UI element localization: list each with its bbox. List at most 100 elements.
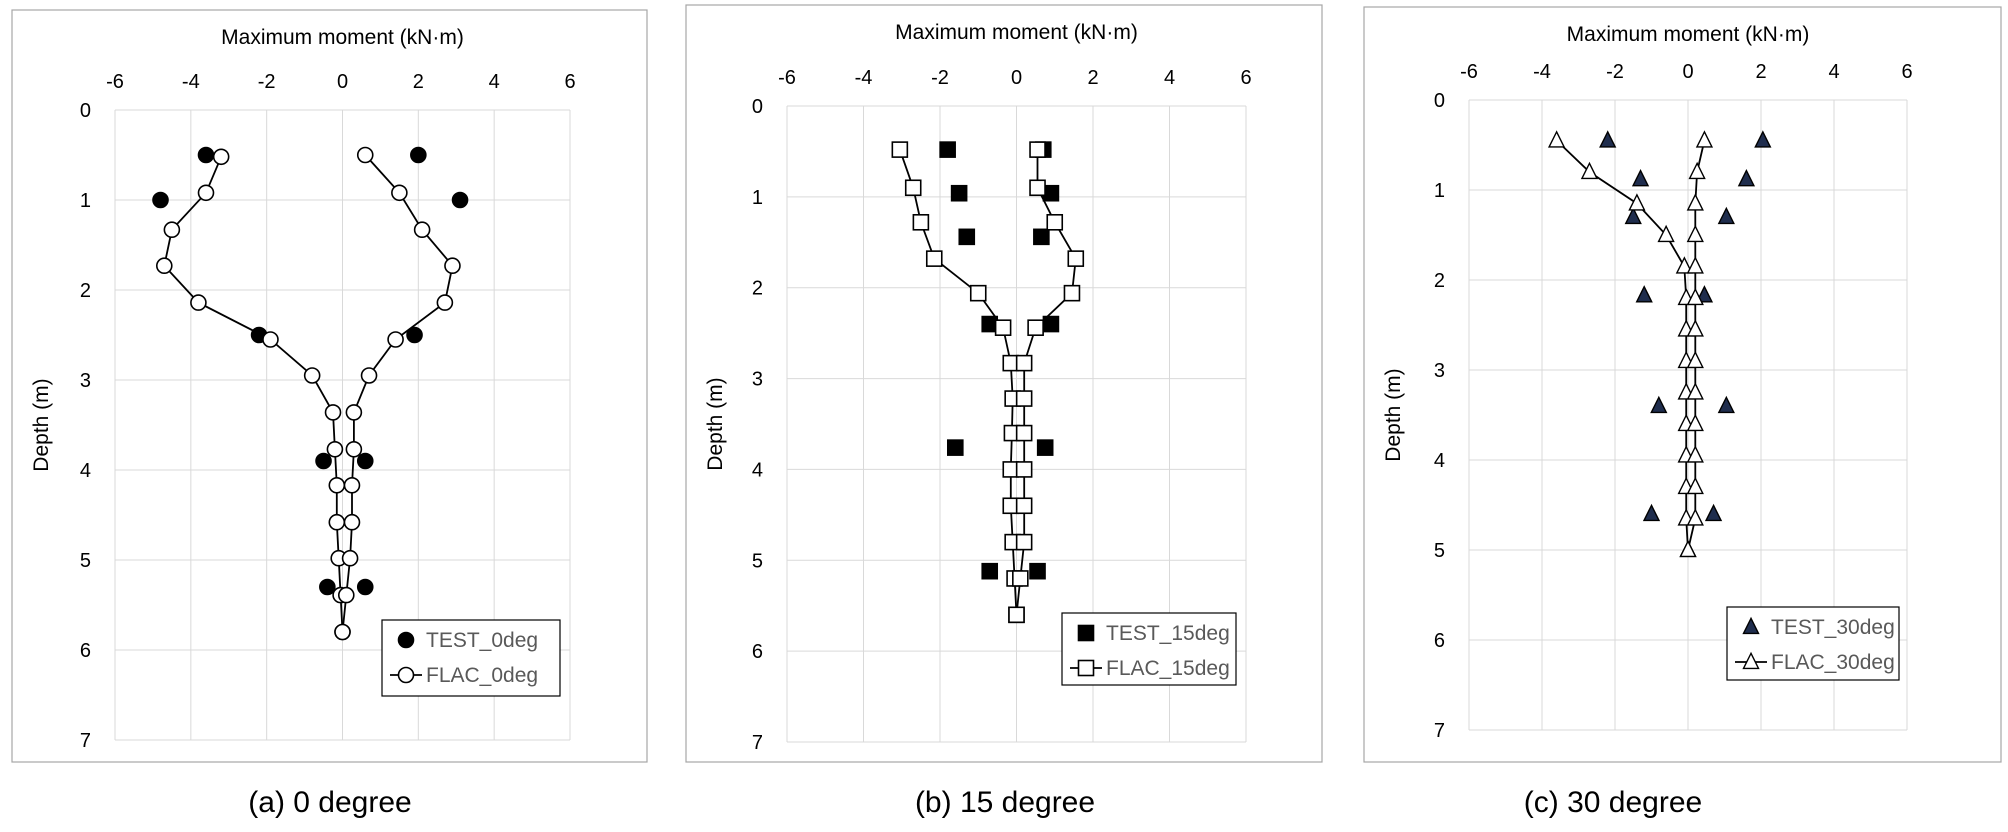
y-tick-label: 3 bbox=[752, 369, 763, 391]
legend-marker bbox=[1742, 616, 1760, 635]
data-point bbox=[1547, 130, 1566, 148]
data-point bbox=[444, 257, 461, 275]
x-tick-label: 4 bbox=[1164, 67, 1175, 89]
data-point bbox=[1695, 130, 1714, 148]
data-point bbox=[303, 367, 321, 384]
x-tick-label: -6 bbox=[778, 67, 796, 89]
data-point bbox=[946, 439, 964, 456]
y-tick-label: 5 bbox=[1434, 540, 1445, 562]
data-point bbox=[1686, 256, 1704, 274]
data-point bbox=[1015, 390, 1033, 407]
data-point bbox=[891, 141, 909, 158]
data-point bbox=[1688, 161, 1706, 180]
data-point bbox=[939, 141, 956, 158]
y-tick-label: 0 bbox=[752, 96, 763, 118]
data-point bbox=[1046, 213, 1064, 231]
data-point bbox=[436, 294, 454, 311]
data-point bbox=[1628, 193, 1646, 211]
x-axis-title: Maximum moment (kN·m) bbox=[895, 21, 1138, 44]
data-point bbox=[1686, 382, 1704, 400]
x-tick-label: 0 bbox=[1011, 67, 1022, 89]
data-point bbox=[1015, 424, 1033, 442]
data-point bbox=[1686, 476, 1704, 495]
x-tick-label: -2 bbox=[1606, 61, 1624, 83]
data-point bbox=[1686, 413, 1704, 432]
y-tick-label: 6 bbox=[752, 641, 763, 663]
data-point bbox=[328, 476, 346, 494]
x-tick-label: 2 bbox=[1087, 67, 1098, 89]
legend-marker bbox=[1742, 651, 1760, 670]
y-tick-label: 6 bbox=[80, 640, 91, 662]
data-point bbox=[950, 184, 968, 202]
legend-marker bbox=[1077, 659, 1095, 677]
data-point bbox=[356, 452, 374, 470]
gridlines bbox=[786, 105, 1247, 743]
legend-marker bbox=[397, 666, 415, 684]
data-point bbox=[1599, 130, 1617, 148]
data-point bbox=[212, 148, 230, 166]
data-point bbox=[356, 578, 374, 596]
data-point bbox=[341, 549, 359, 567]
y-tick-label: 1 bbox=[1434, 180, 1445, 202]
y-axis-title: Depth (m) bbox=[1382, 368, 1405, 461]
legend-box bbox=[381, 619, 561, 697]
data-point bbox=[324, 404, 342, 421]
y-tick-label: 6 bbox=[1434, 630, 1445, 652]
y-tick-label: 5 bbox=[752, 550, 763, 572]
data-point bbox=[163, 221, 181, 238]
y-axis-title: Depth (m) bbox=[30, 378, 53, 471]
y-tick-label: 4 bbox=[80, 460, 91, 482]
legend: TEST_0deg FLAC_0deg bbox=[381, 619, 561, 697]
panel-caption: (b) 15 degree bbox=[915, 786, 1095, 819]
data-point bbox=[334, 623, 351, 641]
data-point bbox=[1686, 193, 1704, 211]
x-tick-label: 6 bbox=[564, 71, 575, 93]
y-tick-label: 4 bbox=[752, 459, 763, 481]
y-tick-label: 2 bbox=[1434, 270, 1445, 292]
y-tick-label: 3 bbox=[80, 370, 91, 392]
data-point bbox=[1695, 285, 1714, 303]
data-point bbox=[343, 513, 361, 531]
data-point bbox=[1008, 606, 1025, 624]
data-point bbox=[345, 404, 363, 421]
data-point bbox=[1686, 508, 1704, 526]
data-point bbox=[1029, 179, 1046, 197]
series-FLAC_15deg bbox=[891, 141, 1085, 624]
data-point bbox=[391, 184, 408, 202]
data-point bbox=[1580, 161, 1599, 180]
data-point bbox=[1063, 284, 1081, 302]
y-tick-label: 0 bbox=[1434, 90, 1445, 112]
x-axis-title: Maximum moment (kN·m) bbox=[1567, 23, 1810, 46]
data-point bbox=[1686, 319, 1704, 337]
data-point bbox=[1029, 562, 1046, 580]
data-point bbox=[1635, 285, 1653, 303]
data-point bbox=[155, 257, 173, 275]
chart-frame bbox=[1363, 6, 2002, 763]
data-point bbox=[451, 191, 469, 209]
chart-panel-2: -6 -4 -2 0 2 4 6 0 1 2 3 4 5 6 7 Maximum moment (kN·m) D… bbox=[685, 4, 1323, 819]
x-tick-label: -6 bbox=[106, 71, 124, 93]
x-tick-label: 4 bbox=[1828, 61, 1839, 83]
y-tick-label: 7 bbox=[752, 732, 763, 754]
panel-caption: (a) 0 degree bbox=[248, 786, 411, 819]
data-point bbox=[1015, 354, 1033, 372]
legend-label: FLAC_15deg bbox=[1106, 657, 1230, 680]
data-point bbox=[410, 146, 427, 164]
data-point bbox=[262, 331, 279, 348]
chart-panel-3: -6 -4 -2 0 2 4 6 0 1 2 3 4 5 6 7 Maximum moment (kN·m) D… bbox=[1363, 6, 2002, 819]
data-point bbox=[315, 452, 332, 470]
data-point bbox=[1624, 206, 1642, 225]
x-tick-label: -2 bbox=[258, 71, 276, 93]
data-point bbox=[958, 228, 976, 246]
x-tick-label: -4 bbox=[182, 71, 200, 93]
data-point bbox=[1033, 228, 1050, 246]
legend: TEST_30deg FLAC_30deg bbox=[1726, 606, 1900, 681]
data-point bbox=[343, 476, 361, 494]
data-point bbox=[360, 367, 378, 384]
y-tick-label: 5 bbox=[80, 550, 91, 572]
data-point bbox=[1717, 206, 1735, 225]
series-FLAC_0deg bbox=[155, 146, 461, 641]
data-point bbox=[197, 146, 215, 164]
chart-panel-1: -6 -4 -2 0 2 4 6 0 1 2 3 4 5 6 7 Maximum moment (kN·m) D… bbox=[11, 9, 648, 819]
